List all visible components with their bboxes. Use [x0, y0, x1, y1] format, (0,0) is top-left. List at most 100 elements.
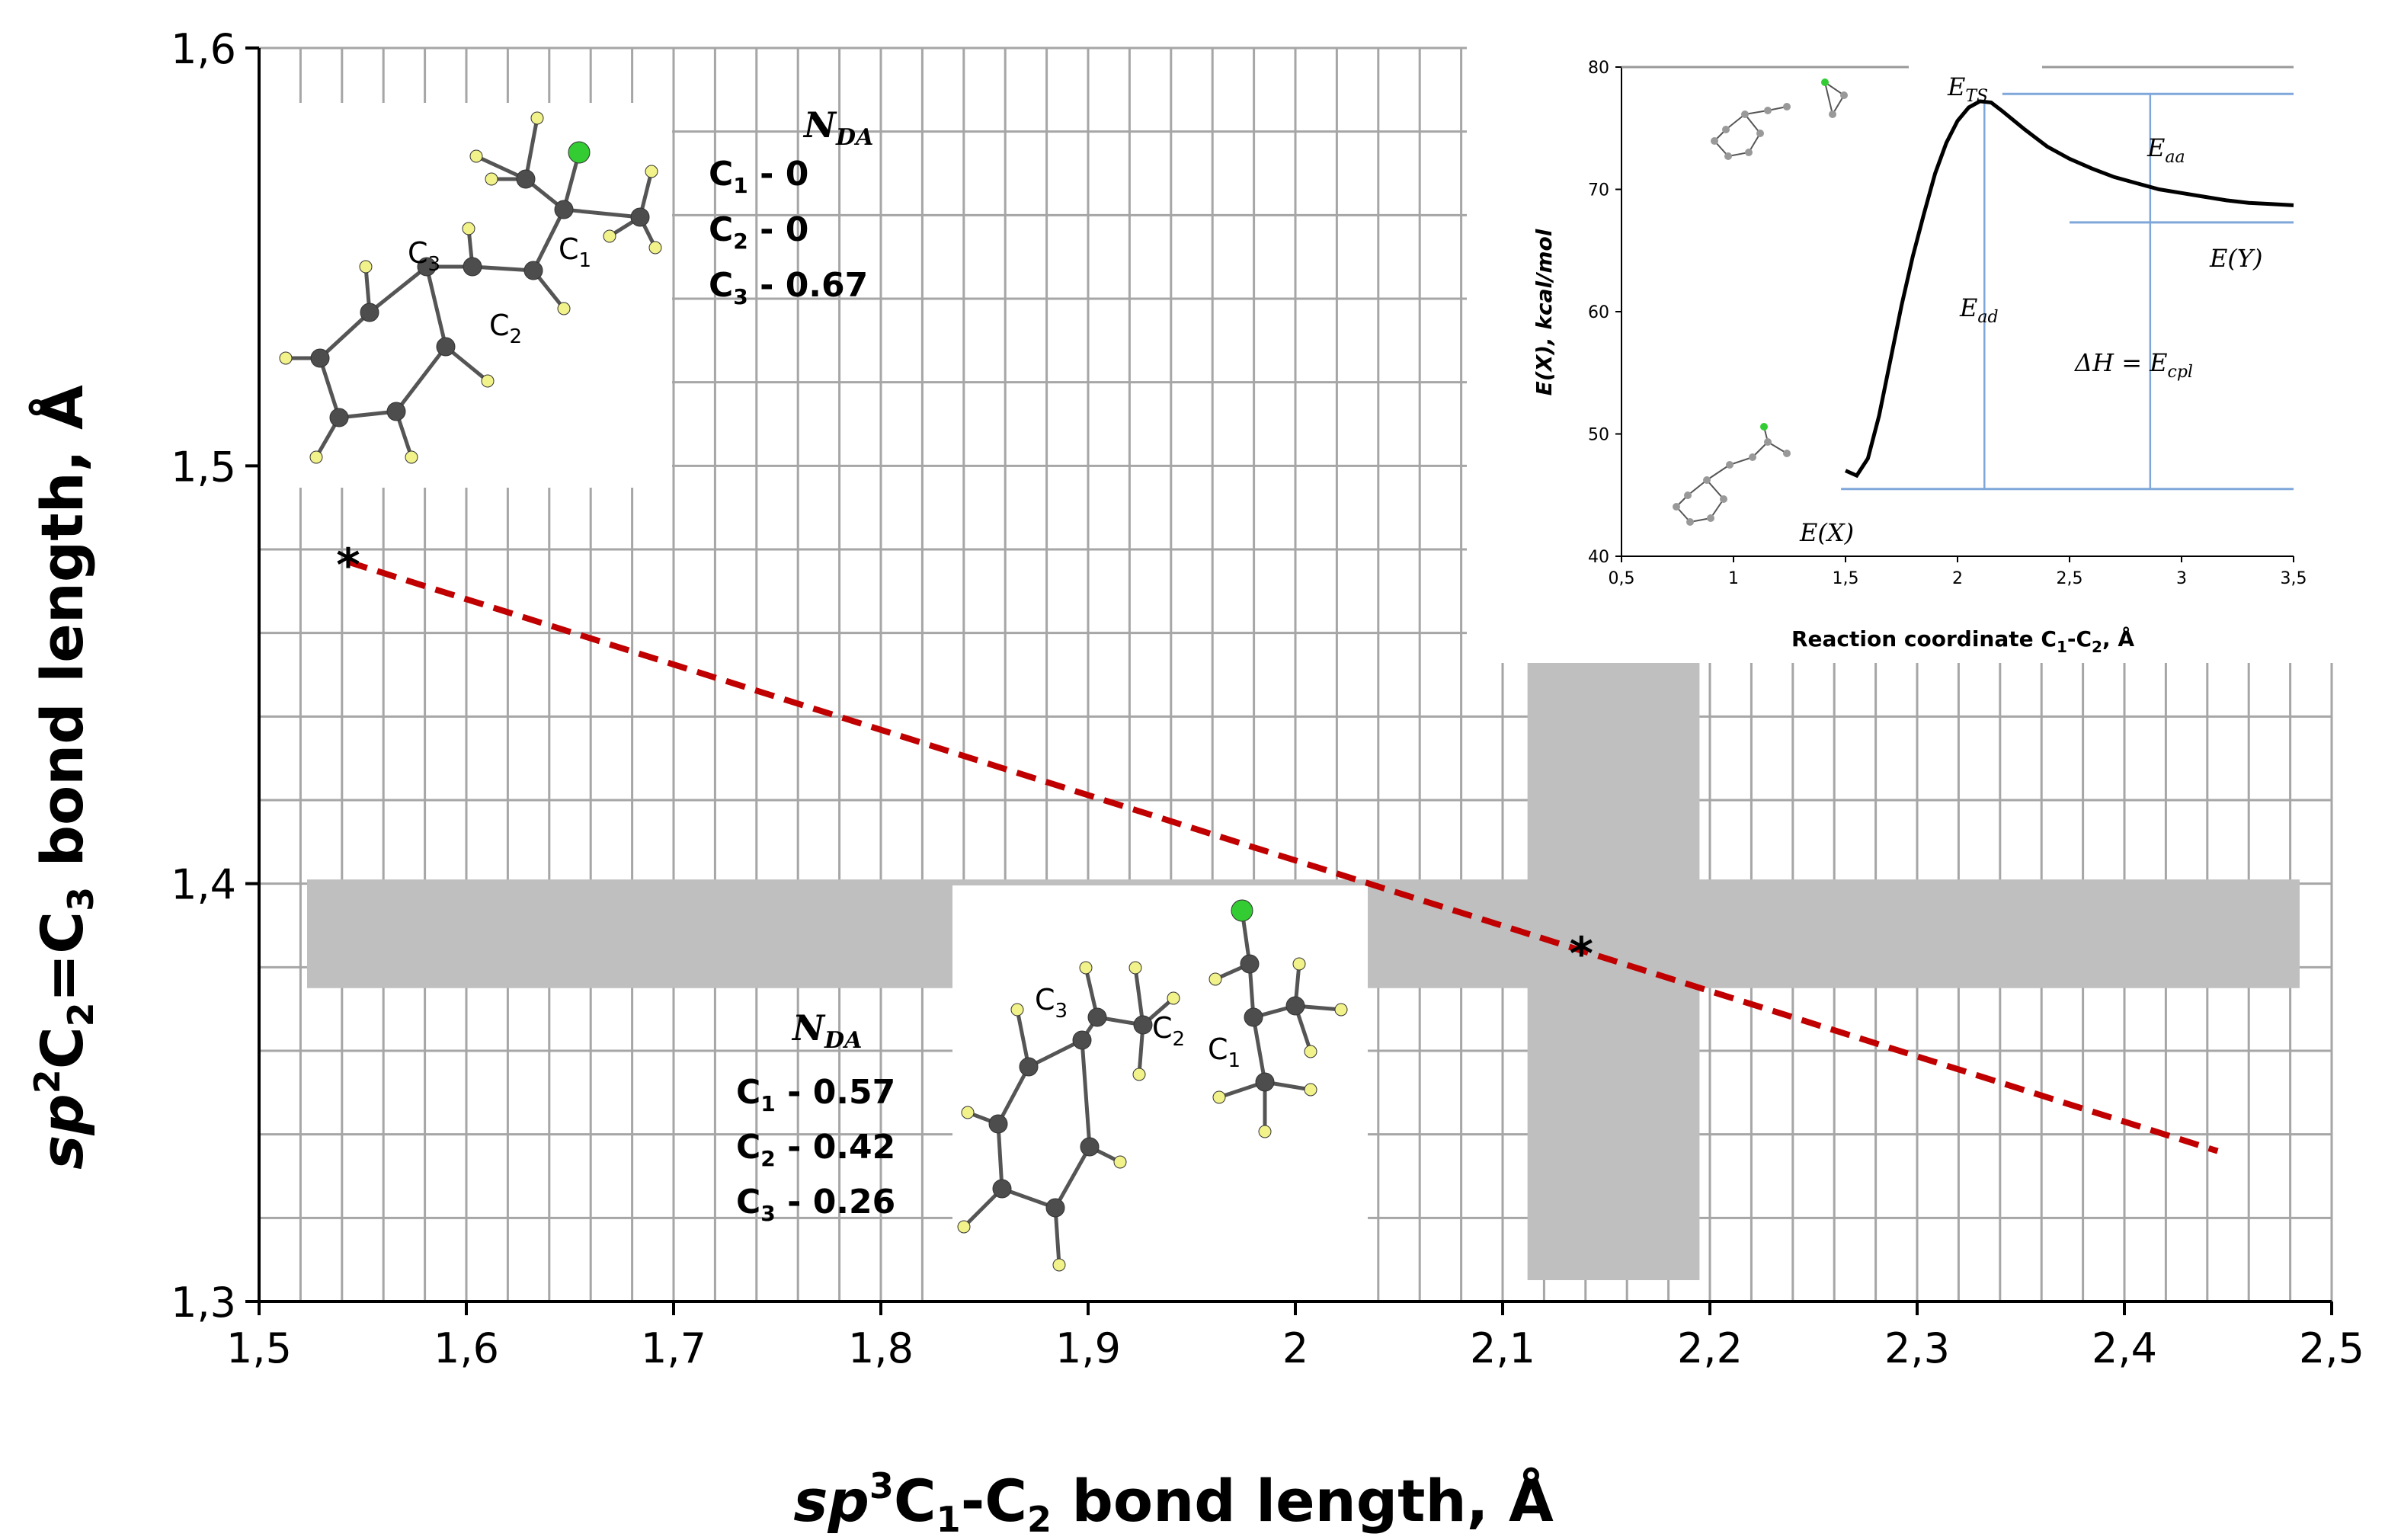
hydrogen-atom: [957, 1220, 971, 1234]
hydrogen-atom: [961, 1106, 975, 1119]
bond: [1015, 1009, 1031, 1068]
inset-atom: [1783, 450, 1791, 457]
inset-atom: [1720, 495, 1727, 503]
data-point: *: [336, 539, 360, 592]
inset-atom: [1722, 126, 1730, 133]
x-tick-label: 2,4: [2092, 1324, 2157, 1372]
bond: [1080, 1039, 1092, 1148]
bond: [1251, 1017, 1267, 1083]
inset-bond: [1706, 479, 1724, 500]
x-axis-title: sp3C1-C2 bond length, Å: [793, 1465, 1554, 1540]
hydrogen-atom: [1304, 1045, 1317, 1058]
carbon-atom: [1019, 1057, 1039, 1077]
inset-bond: [1824, 82, 1845, 96]
inset-bond: [1710, 498, 1724, 519]
carbon-atom: [1240, 954, 1260, 974]
inset-label-dh: ΔH = Ecpl: [2073, 348, 2193, 382]
inset-y-tick-label: 40: [1588, 548, 1609, 567]
bond: [563, 207, 641, 219]
hydrogen-atom: [603, 229, 616, 243]
hydrogen-atom: [645, 165, 658, 178]
bond: [472, 264, 534, 273]
hydrogen-atom: [1212, 1090, 1226, 1104]
bond: [531, 208, 566, 272]
mol-top-label-c1: C1: [559, 232, 591, 272]
molecule-top-image: [279, 111, 662, 464]
inset-atom: [1724, 152, 1732, 160]
hydrogen-atom: [405, 450, 418, 464]
inset-atom: [1673, 503, 1680, 511]
inset-atom: [1686, 518, 1694, 526]
inset-bond: [1725, 114, 1746, 130]
inset-y-tick-label: 70: [1588, 181, 1609, 200]
y-axis-title: sp2C2=C3 bond length, Å: [27, 385, 101, 1170]
inset-energy-curve: [1844, 99, 2294, 479]
hydrogen-atom: [1010, 1003, 1024, 1017]
inset-atom: [1711, 137, 1718, 145]
white-panels: [261, 103, 1368, 1301]
inset-atom: [1726, 461, 1734, 469]
x-tick-label: 1,8: [848, 1324, 914, 1372]
carbon-atom: [1087, 1007, 1107, 1027]
bond: [338, 409, 397, 420]
bond: [319, 311, 371, 360]
inset-bond: [1706, 464, 1730, 481]
data-point: *: [1570, 927, 1593, 981]
hydrogen-atom: [648, 241, 662, 255]
inset-atom: [1745, 149, 1753, 156]
inset-atom: [1749, 453, 1756, 461]
panel-bottom-molecule: [952, 885, 1368, 1301]
carbon-atom: [310, 348, 330, 368]
chlorine-atom: [1231, 899, 1253, 922]
inset-label-ey: E(Y): [2209, 244, 2262, 273]
bond: [424, 266, 448, 347]
x-tick-labels: 1,5 1,6 1,7 1,8 1,9 2 2,1 2,2 2,3 2,4 2,5: [226, 1324, 2364, 1372]
hydrogen-atom: [530, 111, 544, 125]
hydrogen-atom: [1258, 1125, 1272, 1138]
inset-label-ets: ETS: [1947, 72, 1988, 106]
y-tick-label: 1,3: [171, 1279, 236, 1327]
inset-x-tick-label: 3: [2176, 569, 2187, 588]
x-tick-label: 2,2: [1677, 1324, 1743, 1372]
molecule-bottom-image: [957, 899, 1348, 1272]
carbon-atom: [417, 257, 437, 277]
mol-bot-label-c2: C2: [1152, 1011, 1185, 1051]
chlorine-atom: [568, 141, 591, 164]
bond: [368, 265, 428, 314]
nda-bottom-title: NDA: [791, 1007, 862, 1054]
hydrogen-atom: [469, 149, 483, 163]
inset-chlorine-atom: [1821, 78, 1829, 86]
plot-axes: [245, 46, 2333, 1315]
mol-top-label-c2: C2: [489, 309, 522, 348]
inset-atom: [1707, 514, 1714, 522]
carbon-atom: [554, 200, 574, 219]
inset-atom: [1703, 476, 1711, 484]
mol-bot-label-c1: C1: [1208, 1033, 1241, 1072]
inset-y-tick-labels: 40 50 60 70 80: [1588, 59, 1609, 567]
hydrogen-atom: [1167, 991, 1180, 1005]
carbon-atom: [1244, 1007, 1263, 1027]
inset-bond: [1729, 456, 1753, 466]
inset-atom: [1840, 91, 1848, 99]
carbon-atom: [329, 408, 349, 427]
carbon-atom: [516, 169, 536, 189]
inset-atom: [1684, 491, 1692, 499]
carbon-atom: [1285, 996, 1305, 1016]
inset-axes: [1615, 66, 2294, 562]
highlight-band-vertical: [1527, 663, 1700, 1280]
carbon-atom: [386, 402, 406, 421]
inset-x-tick-label: 0,5: [1609, 569, 1635, 588]
bond: [523, 117, 539, 180]
hydrogen-atom: [462, 222, 475, 235]
nda-bottom-row-1: C1 - 0.57: [736, 1073, 895, 1116]
hydrogen-atom: [359, 260, 373, 274]
inset-y-tick-label: 50: [1588, 426, 1609, 445]
bond: [1053, 1145, 1092, 1209]
hydrogen-atom: [1079, 961, 1093, 975]
inset-x-tick-label: 1,5: [1833, 569, 1859, 588]
hydrogen-atom: [1209, 972, 1222, 986]
trendline: [347, 559, 2219, 1154]
x-tick-label: 2,3: [1884, 1324, 1950, 1372]
hydrogen-atom: [279, 351, 293, 365]
bond: [395, 345, 447, 413]
